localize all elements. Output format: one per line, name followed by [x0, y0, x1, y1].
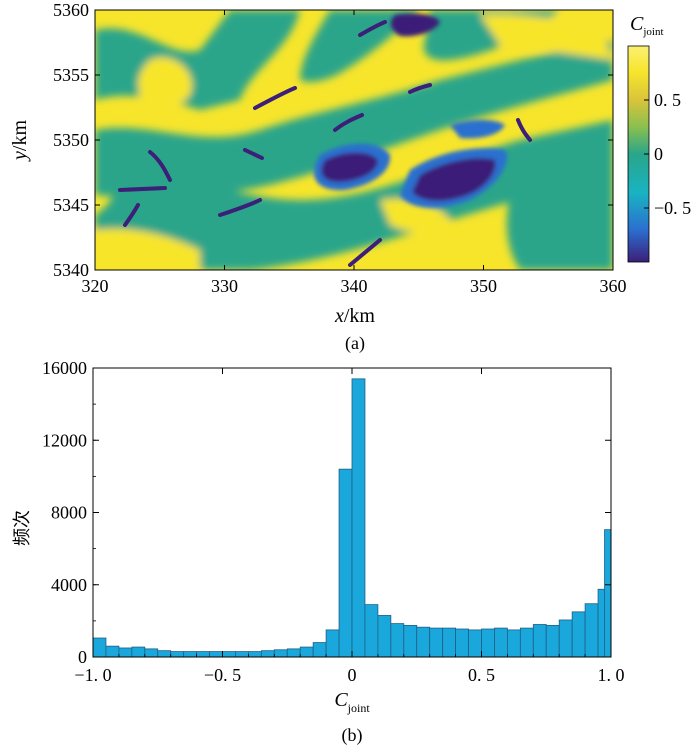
histogram-bar	[144, 648, 159, 658]
colorbar-tick-label: 0	[654, 144, 663, 164]
x-tick-label: 320	[82, 276, 109, 296]
histogram-bar	[403, 624, 418, 658]
y-tick-label: 5345	[53, 195, 89, 215]
histogram-bar	[468, 629, 482, 658]
colorbar-title: Cjoint	[630, 13, 664, 38]
histogram-bar	[494, 627, 508, 658]
histogram-bar	[299, 646, 314, 658]
heatmap-axes: 320 330 340 350 360 5340 5345 5350 5355 5360	[53, 0, 627, 296]
streaks	[118, 20, 532, 267]
y-tick-label: 8000	[51, 503, 87, 523]
histogram-bar	[183, 651, 197, 658]
histogram-bar	[273, 649, 288, 658]
histogram-y-label: 频次	[12, 510, 33, 546]
y-tick-label: 5350	[53, 130, 89, 150]
x-tick-label: 0	[348, 665, 357, 685]
x-tick-label: 350	[470, 276, 497, 296]
histogram-bar	[118, 647, 133, 658]
histogram-bar	[429, 627, 444, 658]
y-tick-label: 0	[78, 647, 87, 667]
histogram-bar	[157, 650, 172, 658]
histogram-bar	[325, 629, 340, 658]
histogram-bar	[260, 650, 275, 658]
y-tick-label: 5360	[53, 0, 89, 20]
histogram-axes: −1. 0 −0. 5 0 0. 5 1. 0 0 4000 8000 12000 16000	[42, 358, 625, 685]
histogram-bar	[416, 626, 431, 658]
histogram-bar	[455, 628, 469, 658]
histogram-bar	[131, 646, 146, 658]
histogram-bar	[105, 645, 120, 658]
histogram-bar	[506, 629, 521, 658]
colorbar: Cjoint 0. 5 0 −0. 5	[627, 13, 691, 263]
x-tick-label: −0. 5	[204, 665, 241, 685]
histogram-bar	[584, 603, 599, 658]
heatmap-y-label: y/km	[9, 120, 31, 162]
x-tick-label: 1. 0	[598, 665, 625, 685]
x-tick-label: −1. 0	[74, 665, 111, 685]
histogram-bar	[338, 468, 353, 658]
colorbar-tick-label: 0. 5	[654, 90, 681, 110]
histogram-panel: −1. 0 −0. 5 0 0. 5 1. 0 0 4000 8000 12000 16000 频…	[12, 358, 625, 746]
y-tick-label: 16000	[42, 358, 87, 378]
histogram-bar	[92, 637, 107, 658]
histogram-bar	[351, 378, 366, 658]
heatmap-x-label: x/km	[334, 305, 375, 327]
colorbar-tick-label: −0. 5	[654, 198, 691, 218]
histogram-bar	[545, 624, 560, 658]
histogram-bar	[519, 627, 534, 658]
histogram-bar	[196, 651, 210, 658]
histogram-bar	[247, 651, 262, 658]
histogram-bar	[286, 648, 301, 658]
histogram-bar	[571, 611, 586, 658]
y-tick-label: 5340	[53, 260, 89, 280]
histogram-bar	[222, 651, 236, 658]
x-tick-label: 0. 5	[468, 665, 495, 685]
y-tick-label: 5355	[53, 65, 89, 85]
histogram-bar	[558, 619, 573, 658]
histogram-x-label: Cjoint	[334, 689, 370, 715]
histogram-bar	[390, 623, 405, 658]
histogram-bar	[532, 624, 547, 658]
histogram-bars	[92, 378, 612, 658]
histogram-bar	[170, 651, 185, 658]
x-tick-label: 330	[211, 276, 238, 296]
histogram-bar	[364, 604, 379, 658]
colorbar-ticks: 0. 5 0 −0. 5	[644, 90, 691, 218]
x-tick-label: 360	[600, 276, 627, 296]
panel-b-caption: (b)	[342, 725, 363, 746]
y-tick-label: 4000	[51, 575, 87, 595]
panel-a-caption: (a)	[345, 333, 365, 354]
histogram-bar	[209, 651, 223, 658]
x-tick-label: 340	[341, 276, 368, 296]
histogram-bar	[604, 529, 612, 658]
histogram-bar	[235, 651, 249, 658]
y-tick-label: 12000	[42, 430, 87, 450]
histogram-bar	[312, 642, 327, 658]
heatmap-image	[95, 10, 613, 270]
heatmap-panel: 320 330 340 350 360 5340 5345 5350 5355 5360 Cjoi…	[9, 0, 691, 354]
histogram-bar	[377, 615, 392, 658]
histogram-bar	[442, 627, 456, 658]
histogram-bar	[481, 628, 495, 658]
